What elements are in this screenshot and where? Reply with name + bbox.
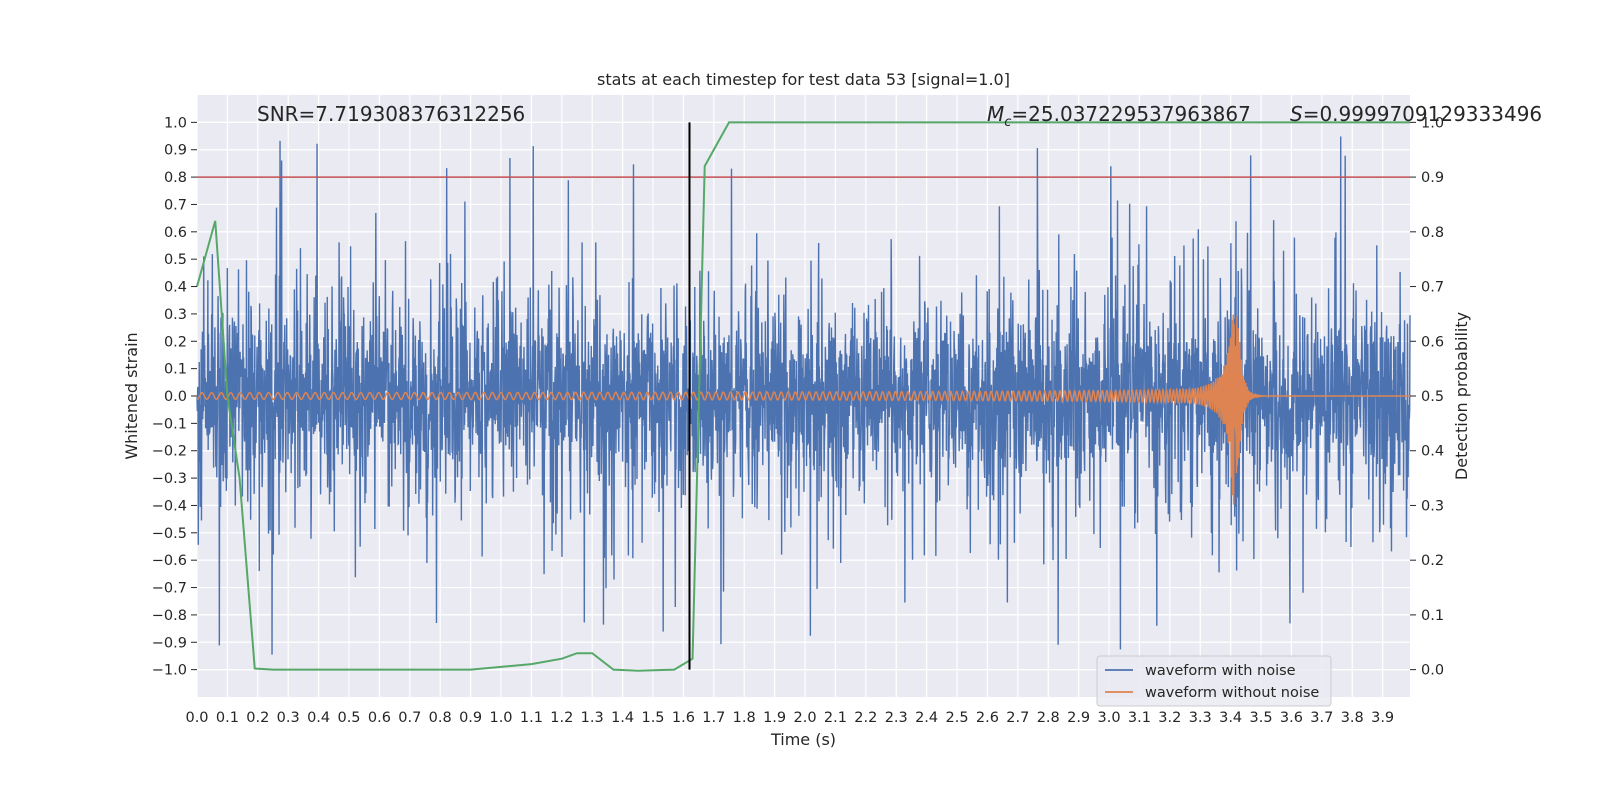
x-tick-label: 0.6	[368, 710, 391, 726]
y-right-tick-label: 0.7	[1421, 280, 1444, 296]
y-tick-label: 0.9	[164, 143, 187, 159]
y-right-tick-label: 0.6	[1421, 334, 1444, 350]
legend-label-clean: waveform without noise	[1145, 685, 1319, 701]
y-right-tick-label: 0.1	[1421, 608, 1444, 624]
x-tick-label: 0.0	[185, 710, 208, 726]
y-right-tick-label: 0.5	[1421, 389, 1444, 405]
y-tick-label: −0.3	[152, 471, 187, 487]
chirp-mass-symbol: M	[987, 102, 1004, 126]
x-tick-label: 2.6	[976, 710, 999, 726]
y-tick-label: 0.6	[164, 225, 187, 241]
x-tick-label: 2.1	[824, 710, 847, 726]
x-tick-label: 0.3	[277, 710, 300, 726]
x-tick-label: 3.8	[1341, 710, 1364, 726]
y-tick-label: 0.2	[164, 334, 187, 350]
x-tick-label: 3.9	[1371, 710, 1394, 726]
y-right-tick-label: 1.0	[1421, 115, 1444, 131]
chirp-mass-annotation: Mc=25.037229537963867	[987, 102, 1251, 130]
x-tick-label: 2.5	[945, 710, 968, 726]
x-tick-label: 1.3	[581, 710, 604, 726]
y-right-tick-label: 0.4	[1421, 444, 1444, 460]
x-tick-label: 3.5	[1250, 710, 1273, 726]
y-tick-label: −0.1	[152, 416, 187, 432]
x-tick-label: 1.0	[489, 710, 512, 726]
y-tick-label: 0.5	[164, 252, 187, 268]
noise-waveform-line	[196, 136, 1411, 655]
x-tick-label: 1.7	[702, 710, 725, 726]
x-tick-label: 2.8	[1037, 710, 1060, 726]
y-right-tick-label: 0.8	[1421, 225, 1444, 241]
y-axis-label: Whitened strain	[122, 332, 141, 459]
snr-annotation: SNR=7.719308376312256	[257, 102, 525, 126]
x-tick-label: 0.5	[337, 710, 360, 726]
y-tick-label: 0.1	[164, 362, 187, 378]
y-right-axis-label: Detection probability	[1452, 312, 1471, 480]
y-right-tick-label: 0.2	[1421, 553, 1444, 569]
x-tick-label: 0.8	[429, 710, 452, 726]
y-tick-label: −1.0	[152, 663, 187, 679]
y-tick-label: −0.7	[152, 581, 187, 597]
chirp-mass-subscript: c	[1004, 115, 1011, 130]
x-tick-label: 2.0	[793, 710, 816, 726]
x-tick-label: 2.2	[854, 710, 877, 726]
x-tick-label: 2.3	[885, 710, 908, 726]
x-tick-label: 0.4	[307, 710, 330, 726]
series-detection-probability	[196, 121, 1410, 672]
score-value: =0.9999709129333496	[1303, 102, 1542, 126]
y-axis-ticks: 1.0 0.9 0.8 0.7 0.6 0.5 0.4 0.3 0.2 0.1 0.0 −0.1 −0.…	[152, 115, 197, 679]
y-tick-label: −0.8	[152, 608, 187, 624]
y-tick-label: 0.0	[164, 389, 187, 405]
x-tick-label: 3.6	[1280, 710, 1303, 726]
x-tick-label: 3.2	[1158, 710, 1181, 726]
legend: waveform with noise waveform without noi…	[1096, 655, 1332, 707]
x-tick-label: 3.0	[1097, 710, 1120, 726]
y-tick-label: 1.0	[164, 115, 187, 131]
y-right-tick-label: 0.0	[1421, 663, 1444, 679]
x-tick-label: 0.7	[398, 710, 421, 726]
y-tick-label: −0.4	[152, 498, 187, 514]
x-axis-label: Time (s)	[770, 730, 836, 749]
score-symbol: S	[1290, 102, 1303, 126]
x-tick-label: 2.9	[1067, 710, 1090, 726]
x-tick-label: 0.9	[459, 710, 482, 726]
clean-waveform-line	[196, 314, 1410, 505]
x-tick-label: 1.2	[550, 710, 573, 726]
x-tick-label: 2.7	[1006, 710, 1029, 726]
y-right-axis-ticks: 1.0 0.9 0.8 0.7 0.6 0.5 0.4 0.3 0.2 0.1 0.0	[1410, 115, 1444, 679]
x-tick-label: 1.8	[733, 710, 756, 726]
chirp-mass-value: =25.037229537963867	[1011, 102, 1250, 126]
y-tick-label: −0.5	[152, 526, 187, 542]
legend-label-noise: waveform with noise	[1145, 663, 1296, 679]
x-tick-label: 3.4	[1219, 710, 1242, 726]
x-tick-label: 1.5	[641, 710, 664, 726]
y-tick-label: 0.4	[164, 280, 187, 296]
x-tick-label: 1.1	[520, 710, 543, 726]
y-right-tick-label: 0.3	[1421, 498, 1444, 514]
x-tick-label: 1.9	[763, 710, 786, 726]
y-tick-label: 0.7	[164, 197, 187, 213]
chart-title: stats at each timestep for test data 53 …	[597, 70, 1010, 89]
x-tick-label: 0.2	[246, 710, 269, 726]
y-tick-label: −0.9	[152, 635, 187, 651]
y-tick-label: −0.2	[152, 444, 187, 460]
x-tick-label: 3.3	[1189, 710, 1212, 726]
series-waveform-with-noise	[196, 136, 1411, 655]
x-tick-label: 3.7	[1310, 710, 1333, 726]
x-tick-label: 0.1	[216, 710, 239, 726]
y-right-tick-label: 0.9	[1421, 170, 1444, 186]
y-tick-label: 0.3	[164, 307, 187, 323]
x-tick-label: 1.4	[611, 710, 634, 726]
legend-box	[1096, 655, 1332, 707]
x-tick-label: 3.1	[1128, 710, 1151, 726]
score-annotation: S=0.9999709129333496	[1290, 102, 1542, 126]
x-axis-ticks: 0.0 0.1 0.2 0.3 0.4 0.5 0.6 0.7 0.8 0.9 1.0 1.1 1.2 1…	[185, 710, 1394, 726]
y-tick-label: 0.8	[164, 170, 187, 186]
series-waveform-without-noise	[196, 314, 1410, 505]
x-tick-label: 2.4	[915, 710, 938, 726]
y-tick-label: −0.6	[152, 553, 187, 569]
x-tick-label: 1.6	[672, 710, 695, 726]
detection-probability-line	[196, 121, 1410, 672]
